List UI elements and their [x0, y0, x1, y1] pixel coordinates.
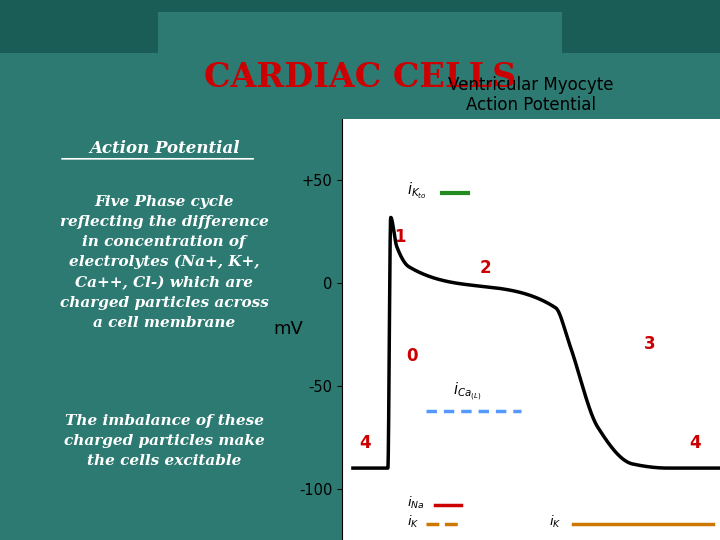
Text: Five Phase cycle
reflecting the difference
in concentration of
electrolytes (Na+: Five Phase cycle reflecting the differen… [60, 194, 269, 330]
Text: 0: 0 [407, 347, 418, 365]
Text: 4: 4 [690, 434, 701, 451]
Bar [0, 0, 720, 53]
Text: $i_{K}$: $i_{K}$ [549, 514, 561, 530]
Text: $i_{Na}$: $i_{Na}$ [407, 495, 425, 511]
Text: 4: 4 [359, 434, 371, 451]
Text: $i_{Ca_{(L)}}$: $i_{Ca_{(L)}}$ [453, 381, 481, 403]
Text: 1: 1 [395, 228, 406, 246]
Text: The imbalance of these
charged particles make
the cells excitable: The imbalance of these charged particles… [64, 414, 264, 468]
Text: Action Potential: Action Potential [89, 140, 240, 157]
Text: 3: 3 [644, 335, 656, 353]
Bar [158, 12, 562, 119]
Text: $i_{K_{to}}$: $i_{K_{to}}$ [407, 180, 427, 201]
Y-axis label: mV: mV [274, 320, 303, 339]
Text: 2: 2 [480, 259, 492, 277]
Text: CARDIAC CELLS: CARDIAC CELLS [204, 60, 516, 94]
Title: Ventricular Myocyte
Action Potential: Ventricular Myocyte Action Potential [449, 76, 614, 114]
Text: $i_{K}$: $i_{K}$ [407, 514, 420, 530]
